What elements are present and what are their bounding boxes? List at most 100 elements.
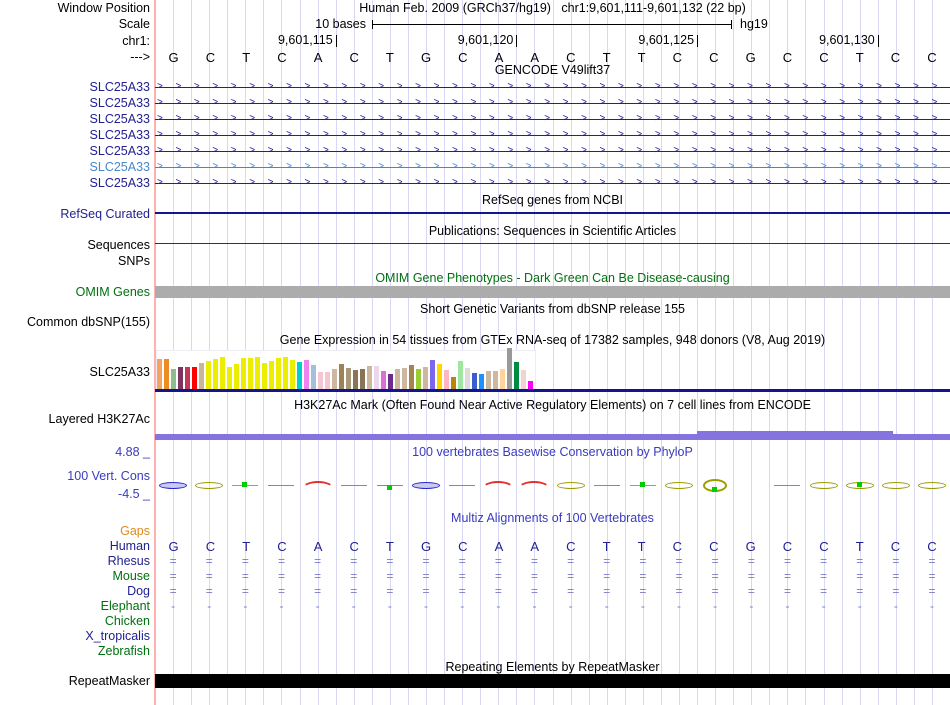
gtex-tissue-bar[interactable] bbox=[437, 364, 442, 389]
conservation-mark[interactable] bbox=[914, 477, 950, 493]
multiz-species-label[interactable]: Dog bbox=[127, 584, 150, 598]
gtex-tissue-bar[interactable] bbox=[185, 367, 190, 389]
gtex-tissue-bar[interactable] bbox=[500, 369, 505, 389]
multiz-species-label[interactable]: Elephant bbox=[100, 599, 150, 613]
conservation-mark[interactable] bbox=[444, 477, 480, 493]
publications-line[interactable] bbox=[155, 243, 950, 244]
transcript-direction-arrows[interactable]: >>>>>>>>>>>>>>>>>>>>>>>>>>>>>>>>>>>>>>>>… bbox=[157, 97, 950, 108]
gtex-baseline[interactable] bbox=[155, 389, 950, 392]
gtex-tissue-bar[interactable] bbox=[430, 360, 435, 389]
common-dbsnp-label[interactable]: Common dbSNP(155) bbox=[27, 315, 150, 329]
gtex-tissue-bar[interactable] bbox=[206, 361, 211, 389]
gtex-tissue-bar[interactable] bbox=[465, 368, 470, 389]
gtex-tissue-bar[interactable] bbox=[290, 360, 295, 389]
layered-h3k27ac-label[interactable]: Layered H3K27Ac bbox=[48, 412, 150, 426]
gtex-tissue-bar[interactable] bbox=[479, 374, 484, 389]
gtex-tissue-bar[interactable] bbox=[339, 364, 344, 389]
conservation-mark[interactable] bbox=[480, 477, 516, 493]
gtex-tissue-bar[interactable] bbox=[521, 370, 526, 389]
gtex-tissue-bar[interactable] bbox=[451, 377, 456, 389]
gtex-tissue-bar[interactable] bbox=[164, 359, 169, 389]
gtex-tissue-bar[interactable] bbox=[276, 358, 281, 389]
conservation-mark[interactable] bbox=[625, 477, 661, 493]
transcript-direction-arrows[interactable]: >>>>>>>>>>>>>>>>>>>>>>>>>>>>>>>>>>>>>>>>… bbox=[157, 113, 950, 124]
gtex-tissue-bar[interactable] bbox=[248, 358, 253, 389]
gtex-tissue-bar[interactable] bbox=[416, 369, 421, 389]
transcript-direction-arrows[interactable]: >>>>>>>>>>>>>>>>>>>>>>>>>>>>>>>>>>>>>>>>… bbox=[157, 161, 950, 172]
conservation-mark[interactable] bbox=[372, 477, 408, 493]
gtex-tissue-bar[interactable] bbox=[325, 372, 330, 389]
gtex-tissue-bar[interactable] bbox=[472, 373, 477, 389]
conservation-mark[interactable] bbox=[842, 477, 878, 493]
transcript-direction-arrows[interactable]: >>>>>>>>>>>>>>>>>>>>>>>>>>>>>>>>>>>>>>>>… bbox=[157, 129, 950, 140]
conservation-mark[interactable] bbox=[769, 477, 805, 493]
multiz-alignment-row[interactable]: = = = = = = = = = = = = = = = = = = = = = = bbox=[155, 569, 950, 583]
conservation-mark[interactable] bbox=[300, 477, 336, 493]
gencode-transcript-label[interactable]: SLC25A33 bbox=[89, 160, 150, 174]
gencode-transcript-label[interactable]: SLC25A33 bbox=[89, 128, 150, 142]
gtex-tissue-bar[interactable] bbox=[332, 369, 337, 389]
conservation-mark[interactable] bbox=[553, 477, 589, 493]
gtex-tissue-bar[interactable] bbox=[171, 369, 176, 389]
gtex-tissue-bar[interactable] bbox=[192, 367, 197, 389]
multiz-species-label[interactable]: Mouse bbox=[112, 569, 150, 583]
omim-gene-bar[interactable] bbox=[155, 286, 950, 298]
gtex-tissue-bar[interactable] bbox=[402, 368, 407, 389]
conservation-track-label[interactable]: 100 Vert. Cons bbox=[67, 469, 150, 483]
conservation-mark[interactable] bbox=[697, 477, 733, 493]
multiz-species-label[interactable]: Gaps bbox=[120, 524, 150, 538]
conservation-mark[interactable] bbox=[336, 477, 372, 493]
gtex-tissue-bar[interactable] bbox=[227, 367, 232, 389]
gtex-tissue-bar[interactable] bbox=[423, 367, 428, 389]
gtex-tissue-bar[interactable] bbox=[381, 371, 386, 389]
gtex-tissue-bar[interactable] bbox=[346, 368, 351, 389]
conservation-mark[interactable] bbox=[263, 477, 299, 493]
multiz-species-label[interactable]: Human bbox=[109, 539, 150, 553]
conservation-mark[interactable] bbox=[878, 477, 914, 493]
gtex-tissue-bar[interactable] bbox=[353, 370, 358, 389]
multiz-alignment-row[interactable]: = = = = = = = = = = = = = = = = = = = = = = bbox=[155, 584, 950, 598]
gtex-tissue-bar[interactable] bbox=[255, 357, 260, 389]
transcript-intron-line[interactable] bbox=[155, 167, 950, 168]
conservation-mark[interactable] bbox=[661, 477, 697, 493]
gtex-tissue-bar[interactable] bbox=[262, 363, 267, 389]
gencode-transcript-label[interactable]: SLC25A33 bbox=[89, 80, 150, 94]
transcript-intron-line[interactable] bbox=[155, 87, 950, 88]
gtex-tissue-bar[interactable] bbox=[178, 367, 183, 389]
gtex-tissue-bar[interactable] bbox=[514, 362, 519, 389]
gencode-transcript-label[interactable]: SLC25A33 bbox=[89, 144, 150, 158]
conservation-mark[interactable] bbox=[227, 477, 263, 493]
conservation-mark[interactable] bbox=[516, 477, 552, 493]
multiz-species-label[interactable]: X_tropicalis bbox=[85, 629, 150, 643]
conservation-mark[interactable] bbox=[589, 477, 625, 493]
gtex-tissue-bar[interactable] bbox=[234, 364, 239, 389]
gtex-tissue-bar[interactable] bbox=[493, 371, 498, 389]
conservation-mark[interactable] bbox=[191, 477, 227, 493]
refseq-gene-line[interactable] bbox=[155, 212, 950, 214]
gtex-tissue-bar[interactable] bbox=[241, 358, 246, 389]
gtex-tissue-bar[interactable] bbox=[486, 371, 491, 389]
gtex-tissue-bar[interactable] bbox=[507, 348, 512, 389]
gtex-tissue-bar[interactable] bbox=[213, 359, 218, 389]
snps-label[interactable]: SNPs bbox=[118, 254, 150, 268]
conservation-mark[interactable] bbox=[733, 477, 769, 493]
gtex-gene-label[interactable]: SLC25A33 bbox=[89, 365, 150, 379]
transcript-direction-arrows[interactable]: >>>>>>>>>>>>>>>>>>>>>>>>>>>>>>>>>>>>>>>>… bbox=[157, 81, 950, 92]
gtex-tissue-bar[interactable] bbox=[297, 362, 302, 389]
gencode-transcript-label[interactable]: SLC25A33 bbox=[89, 112, 150, 126]
transcript-direction-arrows[interactable]: >>>>>>>>>>>>>>>>>>>>>>>>>>>>>>>>>>>>>>>>… bbox=[157, 177, 950, 188]
gtex-tissue-bar[interactable] bbox=[269, 361, 274, 389]
transcript-direction-arrows[interactable]: >>>>>>>>>>>>>>>>>>>>>>>>>>>>>>>>>>>>>>>>… bbox=[157, 145, 950, 156]
gtex-tissue-bar[interactable] bbox=[360, 369, 365, 389]
gtex-tissue-bar[interactable] bbox=[395, 369, 400, 389]
refseq-curated-label[interactable]: RefSeq Curated bbox=[60, 207, 150, 221]
gtex-tissue-bar[interactable] bbox=[458, 361, 463, 389]
sequences-label[interactable]: Sequences bbox=[87, 238, 150, 252]
multiz-alignment-row[interactable]: ---------------------- bbox=[155, 599, 950, 613]
conservation-mark[interactable] bbox=[408, 477, 444, 493]
omim-genes-label[interactable]: OMIM Genes bbox=[75, 285, 150, 299]
transcript-intron-line[interactable] bbox=[155, 103, 950, 104]
gtex-tissue-bar[interactable] bbox=[528, 381, 533, 389]
